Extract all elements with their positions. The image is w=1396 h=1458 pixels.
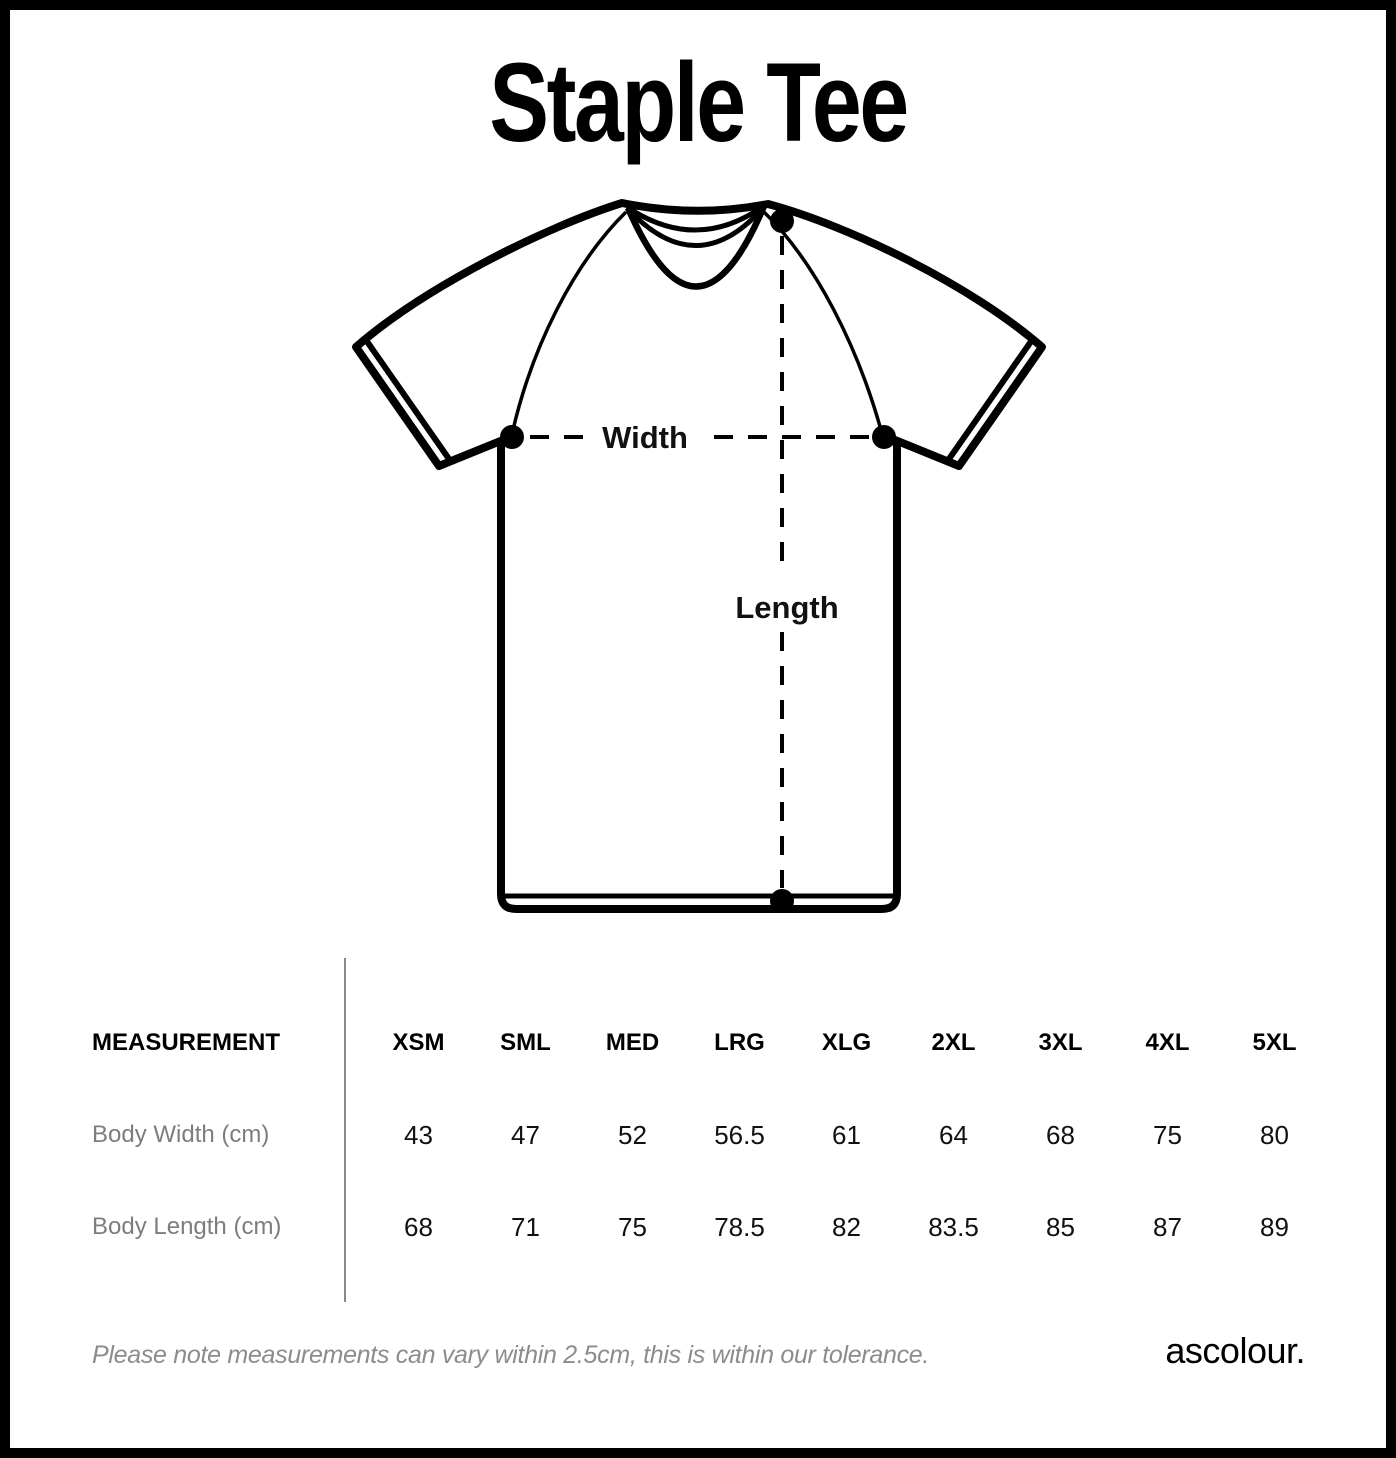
body-length-value-sml: 71: [511, 1211, 540, 1242]
body-width-value-2xl: 64: [939, 1119, 968, 1150]
body-width-value-3xl: 68: [1046, 1119, 1075, 1150]
left-armhole-seam: [511, 210, 628, 431]
collar-arc-middle: [627, 206, 765, 248]
row-label-body-length: Body Length (cm): [92, 1213, 282, 1240]
body-length-value-med: 75: [618, 1211, 647, 1242]
body-width-value-xlg: 61: [832, 1119, 861, 1150]
length-dimension-label: Length: [735, 590, 838, 625]
body-width-value-4xl: 75: [1153, 1119, 1182, 1150]
tee-outline: [352, 199, 1046, 913]
tolerance-note: Please note measurements can vary within…: [92, 1341, 930, 1369]
table-column-divider: [344, 958, 346, 1302]
collar-arc-outer: [625, 202, 767, 233]
left-cuff-line: [363, 337, 452, 462]
measurement-header: MEASUREMENT: [92, 1029, 281, 1056]
size-column-header-xsm: XSM: [392, 1029, 445, 1056]
body-length-value-xlg: 82: [832, 1211, 861, 1242]
right-armpit-point-dot: [872, 425, 896, 449]
left-armpit-point-dot: [500, 425, 524, 449]
width-dimension-label: Width: [602, 420, 688, 455]
size-column-header-sml: SML: [500, 1029, 551, 1056]
body-width-value-lrg: 56.5: [714, 1119, 765, 1150]
body-length-value-5xl: 89: [1260, 1211, 1289, 1242]
size-column-header-4xl: 4XL: [1145, 1029, 1190, 1056]
size-column-header-2xl: 2XL: [931, 1029, 976, 1056]
hem-point-dot: [770, 889, 794, 913]
size-column-header-lrg: LRG: [714, 1029, 765, 1056]
right-armhole-seam: [762, 210, 883, 431]
body-length-value-3xl: 85: [1046, 1211, 1075, 1242]
tee-diagram: Width Length: [352, 199, 1046, 913]
body-width-value-xsm: 43: [404, 1119, 433, 1150]
body-width-value-sml: 47: [511, 1119, 540, 1150]
size-column-header-med: MED: [605, 1029, 660, 1056]
size-column-header-5xl: 5XL: [1252, 1029, 1297, 1056]
body-length-value-xsm: 68: [404, 1211, 433, 1242]
brand-logo: ascolour.: [1165, 1330, 1305, 1371]
shoulder-point-dot: [770, 209, 794, 233]
collar-arc-bottom: [625, 204, 767, 290]
page-title: Staple Tee: [489, 40, 909, 165]
body-length-value-4xl: 87: [1153, 1211, 1182, 1242]
body-length-value-2xl: 83.5: [928, 1211, 979, 1242]
row-label-body-width: Body Width (cm): [92, 1121, 270, 1148]
size-column-header-xlg: XLG: [821, 1029, 872, 1056]
body-length-value-lrg: 78.5: [714, 1211, 765, 1242]
right-cuff-line: [946, 337, 1035, 462]
size-column-header-3xl: 3XL: [1038, 1029, 1083, 1056]
size-table: MEASUREMENT XSM SML MED LRG XLG 2XL 3XL …: [92, 997, 1328, 1273]
body-width-value-med: 52: [618, 1119, 647, 1150]
body-width-value-5xl: 80: [1260, 1119, 1289, 1150]
